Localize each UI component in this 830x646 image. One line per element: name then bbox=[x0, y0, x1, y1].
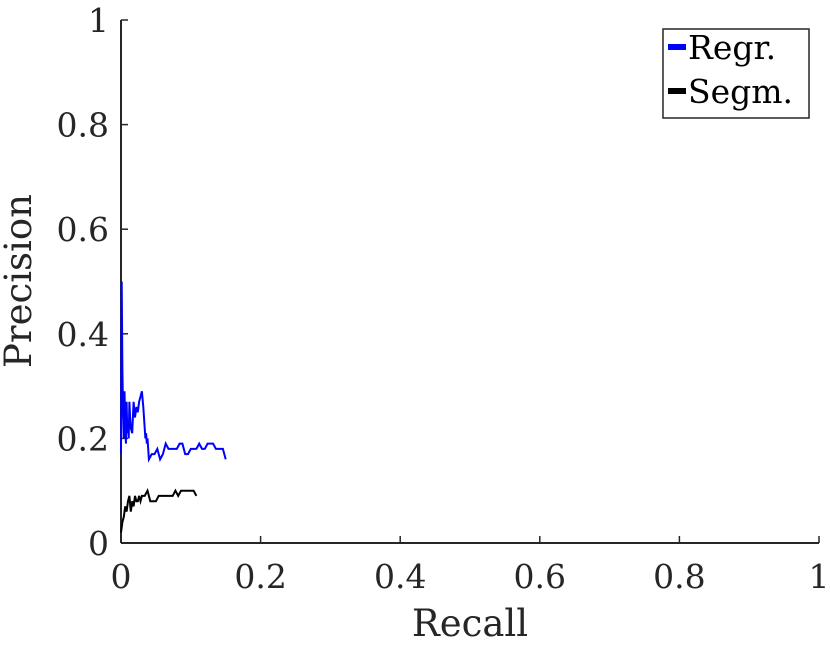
y-tick-label: 1 bbox=[88, 1, 109, 40]
legend-label: Segm. bbox=[688, 72, 793, 111]
x-axis-title: Recall bbox=[412, 602, 528, 645]
y-tick-label: 0.2 bbox=[57, 419, 109, 458]
x-tick-label: 0.2 bbox=[234, 557, 286, 596]
legend-box bbox=[662, 28, 810, 119]
series-line-regr bbox=[120, 281, 227, 463]
y-tick-label: 0.6 bbox=[57, 210, 109, 249]
y-tick-label: 0.8 bbox=[57, 106, 109, 145]
x-tick-label: 0.8 bbox=[653, 557, 705, 596]
series-lines bbox=[120, 281, 227, 533]
x-tick-label: 0 bbox=[111, 557, 132, 596]
y-axis-title: Precision bbox=[0, 194, 40, 368]
y-ticks: 0 0.2 0.4 0.6 0.8 1 bbox=[57, 1, 128, 563]
x-tick-label: 1 bbox=[809, 557, 830, 596]
x-tick-label: 0.6 bbox=[514, 557, 566, 596]
x-tick-label: 0.4 bbox=[374, 557, 426, 596]
series-line-segm bbox=[120, 488, 198, 533]
x-ticks: 0 0.2 0.4 0.6 0.8 1 bbox=[111, 536, 830, 596]
legend-label: Regr. bbox=[688, 28, 776, 67]
plot-area: 0 0.2 0.4 0.6 0.8 1 0 0.2 0.4 0.6 0.8 1 bbox=[57, 1, 830, 596]
y-tick-label: 0.4 bbox=[57, 315, 109, 354]
legend: Regr. Segm. bbox=[662, 28, 810, 119]
y-tick-label: 0 bbox=[88, 524, 109, 563]
